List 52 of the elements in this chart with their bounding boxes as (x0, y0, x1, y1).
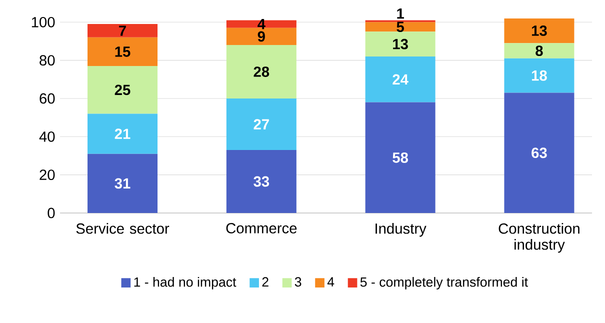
data-label: 8 (536, 46, 543, 56)
bar (226, 28, 296, 46)
legend-label: 4 (327, 277, 334, 286)
y-tick-label: 80 (40, 55, 55, 66)
data-label: 13 (532, 26, 547, 36)
data-label: 31 (114, 178, 130, 189)
bar (226, 98, 296, 150)
data-label: 13 (393, 38, 408, 50)
bar (365, 102, 436, 213)
data-label: 15 (115, 46, 130, 57)
x-tick-label: Construction industry (498, 223, 580, 253)
bar (88, 66, 158, 114)
bar (504, 58, 574, 93)
x-tick-label: Commerce (226, 223, 297, 234)
data-label: 63 (532, 148, 547, 158)
y-tick-label: 60 (40, 93, 55, 104)
x-tick-label: Service sector (76, 223, 170, 234)
data-label: 58 (392, 152, 408, 163)
x-tick-label: Industry (376, 223, 426, 237)
bar (504, 92, 574, 213)
legend-label: 1 - had no impact (134, 276, 236, 290)
bar (365, 32, 436, 56)
bar (504, 43, 574, 58)
legend-label: 3 (294, 277, 302, 287)
legend-label: 2 (262, 277, 268, 286)
bar (88, 37, 158, 66)
bar (226, 150, 296, 213)
bar (226, 20, 296, 28)
legend-label: 5 - completely transformed it (360, 276, 528, 290)
y-tick-label: 20 (40, 170, 55, 180)
bar (88, 24, 158, 38)
y-tick-label: 40 (39, 131, 55, 142)
y-tick-label: 0 (48, 208, 55, 218)
data-label: 28 (254, 66, 270, 77)
data-label: 24 (392, 74, 408, 85)
bar (365, 22, 436, 32)
data-label: 18 (532, 70, 547, 81)
data-label: 5 (396, 22, 404, 32)
bar (365, 56, 436, 102)
data-label: 7 (119, 26, 126, 36)
bar (226, 45, 296, 98)
bar (504, 18, 574, 44)
data-label: 9 (258, 31, 265, 42)
data-label: 33 (254, 176, 270, 187)
data-label: 1 (397, 8, 404, 19)
bar (88, 154, 158, 213)
data-label: 27 (254, 119, 269, 130)
y-tick-label: 100 (32, 16, 55, 28)
data-label: 25 (114, 84, 130, 96)
bar (88, 114, 158, 154)
data-label: 4 (258, 19, 266, 30)
data-label: 21 (114, 128, 130, 139)
